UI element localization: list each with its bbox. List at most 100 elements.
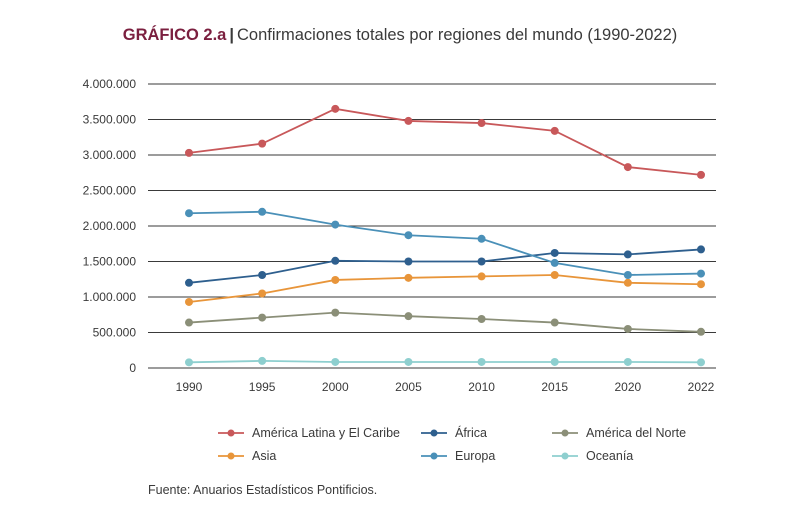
- data-point: [623, 250, 632, 259]
- x-tick-label: 2000: [322, 380, 349, 394]
- x-tick-label: 2022: [688, 380, 715, 394]
- data-point: [258, 313, 267, 322]
- data-point: [331, 275, 340, 284]
- data-point: [331, 308, 340, 317]
- x-tick-label: 1995: [249, 380, 276, 394]
- data-point: [185, 278, 193, 287]
- series-line: [188, 107, 702, 176]
- data-point: [550, 248, 559, 257]
- data-point: [331, 357, 340, 366]
- gridlines: [148, 83, 716, 369]
- legend-swatch-marker: [561, 452, 569, 460]
- legend-label: Europa: [455, 449, 495, 463]
- data-point: [623, 278, 632, 287]
- series-0: [185, 104, 705, 179]
- series-line: [188, 210, 702, 276]
- x-tick-label: 2005: [395, 380, 422, 394]
- x-tick-label: 1990: [176, 380, 203, 394]
- data-point: [477, 315, 486, 324]
- y-tick-label: 1.000.000: [83, 290, 137, 304]
- data-point: [258, 207, 267, 216]
- data-point: [623, 270, 632, 279]
- data-point: [258, 289, 267, 298]
- legend-swatch-marker: [227, 452, 235, 460]
- legend-label: África: [455, 425, 487, 440]
- data-point: [697, 358, 705, 367]
- x-tick-label: 2010: [468, 380, 495, 394]
- data-point: [331, 220, 340, 229]
- data-point: [258, 139, 267, 148]
- legend-swatch-marker: [561, 429, 569, 437]
- data-point: [258, 270, 267, 279]
- data-point: [477, 234, 486, 243]
- data-point: [185, 318, 193, 327]
- y-tick-label: 1.500.000: [83, 255, 137, 269]
- data-point: [697, 245, 705, 254]
- legend-label: América del Norte: [586, 426, 686, 440]
- legend-label: Oceanía: [586, 449, 633, 463]
- series-1: [185, 245, 705, 287]
- chart-tag: GRÁFICO 2.a: [122, 26, 227, 44]
- data-point: [623, 163, 632, 172]
- data-point: [697, 269, 705, 278]
- series-line: [188, 311, 702, 333]
- data-point: [477, 119, 486, 128]
- data-point: [331, 256, 340, 265]
- data-point: [477, 357, 486, 366]
- y-tick-label: 3.000.000: [83, 148, 137, 162]
- data-point: [404, 231, 413, 240]
- data-point: [404, 357, 413, 366]
- y-tick-label: 2.000.000: [83, 219, 137, 233]
- data-point: [331, 104, 340, 113]
- data-point: [697, 327, 705, 336]
- legend-item: Europa: [421, 449, 495, 463]
- data-point: [550, 126, 559, 135]
- data-point: [550, 318, 559, 327]
- legend-label: América Latina y El Caribe: [252, 426, 400, 440]
- series-line: [188, 274, 702, 303]
- data-point: [185, 148, 193, 157]
- x-axis-ticks: 1990 1995 2000 2005 2010 2015 2020 2022: [176, 380, 715, 394]
- title-separator: |: [229, 26, 234, 44]
- data-point: [697, 280, 705, 289]
- source-note: Fuente: Anuarios Estadísticos Pontificio…: [148, 483, 378, 497]
- x-tick-label: 2015: [541, 380, 568, 394]
- series-line: [188, 248, 702, 284]
- data-point: [404, 312, 413, 321]
- y-tick-label: 2.500.000: [83, 184, 137, 198]
- legend-label: Asia: [252, 449, 276, 463]
- data-point: [623, 357, 632, 366]
- data-point: [404, 116, 413, 125]
- y-tick-label: 500.000: [93, 326, 137, 340]
- data-point: [477, 272, 486, 281]
- data-point: [185, 358, 193, 367]
- legend-item: Asia: [218, 449, 276, 463]
- chart-title-text: Confirmaciones totales por regiones del …: [236, 26, 678, 44]
- data-point: [404, 273, 413, 282]
- y-tick-label: 4.000.000: [83, 77, 137, 91]
- legend-swatch-marker: [430, 429, 438, 437]
- series-3: [185, 270, 705, 306]
- series-4: [185, 207, 705, 279]
- data-point: [550, 258, 559, 267]
- data-point: [185, 209, 193, 218]
- data-point: [623, 324, 632, 333]
- data-point: [697, 170, 705, 179]
- data-point: [550, 357, 559, 366]
- data-point: [550, 270, 559, 279]
- series-group: [185, 104, 705, 367]
- series-2: [185, 308, 705, 336]
- x-tick-label: 2020: [615, 380, 642, 394]
- data-point: [404, 257, 413, 266]
- y-tick-label: 0: [129, 361, 136, 375]
- legend: América Latina y El Caribe África América …: [218, 425, 686, 463]
- y-tick-label: 3.500.000: [83, 113, 137, 127]
- data-point: [477, 257, 486, 266]
- y-axis-ticks: 0 500.000 1.000.000 1.500.000 2.000.000 2.500…: [83, 77, 137, 375]
- legend-swatch-marker: [227, 429, 235, 437]
- series-5: [185, 356, 705, 367]
- chart-title: GRÁFICO 2.a | Confirmaciones totales por r…: [0, 26, 800, 45]
- legend-item: América Latina y El Caribe: [218, 426, 400, 440]
- legend-swatch-marker: [430, 452, 438, 460]
